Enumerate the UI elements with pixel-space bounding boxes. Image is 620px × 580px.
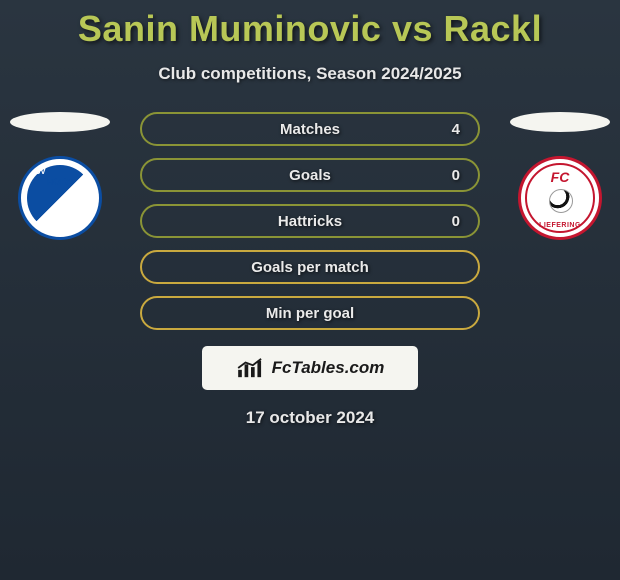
club-badge-right: FC LIEFERING bbox=[518, 156, 602, 240]
soccer-ball-icon bbox=[549, 189, 573, 213]
stat-value: 4 bbox=[452, 121, 460, 138]
badge-left-sv: SV bbox=[35, 167, 46, 176]
stat-row: Hattricks 0 bbox=[140, 204, 480, 238]
stat-value: 0 bbox=[452, 213, 460, 230]
club-badge-left: SV HORN bbox=[18, 156, 102, 240]
stat-value: 0 bbox=[452, 167, 460, 184]
player-right-column: FC LIEFERING bbox=[510, 112, 610, 240]
stat-label: Hattricks bbox=[278, 213, 342, 230]
player-left-name-plate bbox=[10, 112, 110, 132]
page-title: Sanin Muminovic vs Rackl bbox=[0, 0, 620, 50]
stats-list: Matches 4 Goals 0 Hattricks 0 Goals per match M… bbox=[140, 112, 480, 330]
branding-panel[interactable]: FcTables.com bbox=[202, 346, 418, 390]
stat-row: Goals per match bbox=[140, 250, 480, 284]
badge-right-fc: FC bbox=[521, 169, 599, 185]
badge-left-text: HORN bbox=[21, 177, 99, 187]
stat-row: Goals 0 bbox=[140, 158, 480, 192]
badge-right-text: LIEFERING bbox=[521, 222, 599, 229]
stat-label: Matches bbox=[280, 121, 340, 138]
player-right-name-plate bbox=[510, 112, 610, 132]
bar-chart-icon bbox=[236, 357, 266, 379]
player-left-column: SV HORN bbox=[10, 112, 110, 240]
comparison-area: SV HORN FC LIEFERING Matches4Goals0Hattr… bbox=[0, 112, 620, 342]
page-subtitle: Club competitions, Season 2024/2025 bbox=[0, 64, 620, 84]
stat-row: Matches 4 bbox=[140, 112, 480, 146]
stat-row: Min per goal bbox=[140, 296, 480, 330]
branding-text: FcTables.com bbox=[272, 358, 385, 378]
date-label: 17 october 2024 bbox=[0, 408, 620, 428]
stat-label: Goals bbox=[289, 167, 331, 184]
stat-label: Min per goal bbox=[266, 305, 354, 322]
stat-label: Goals per match bbox=[251, 259, 369, 276]
